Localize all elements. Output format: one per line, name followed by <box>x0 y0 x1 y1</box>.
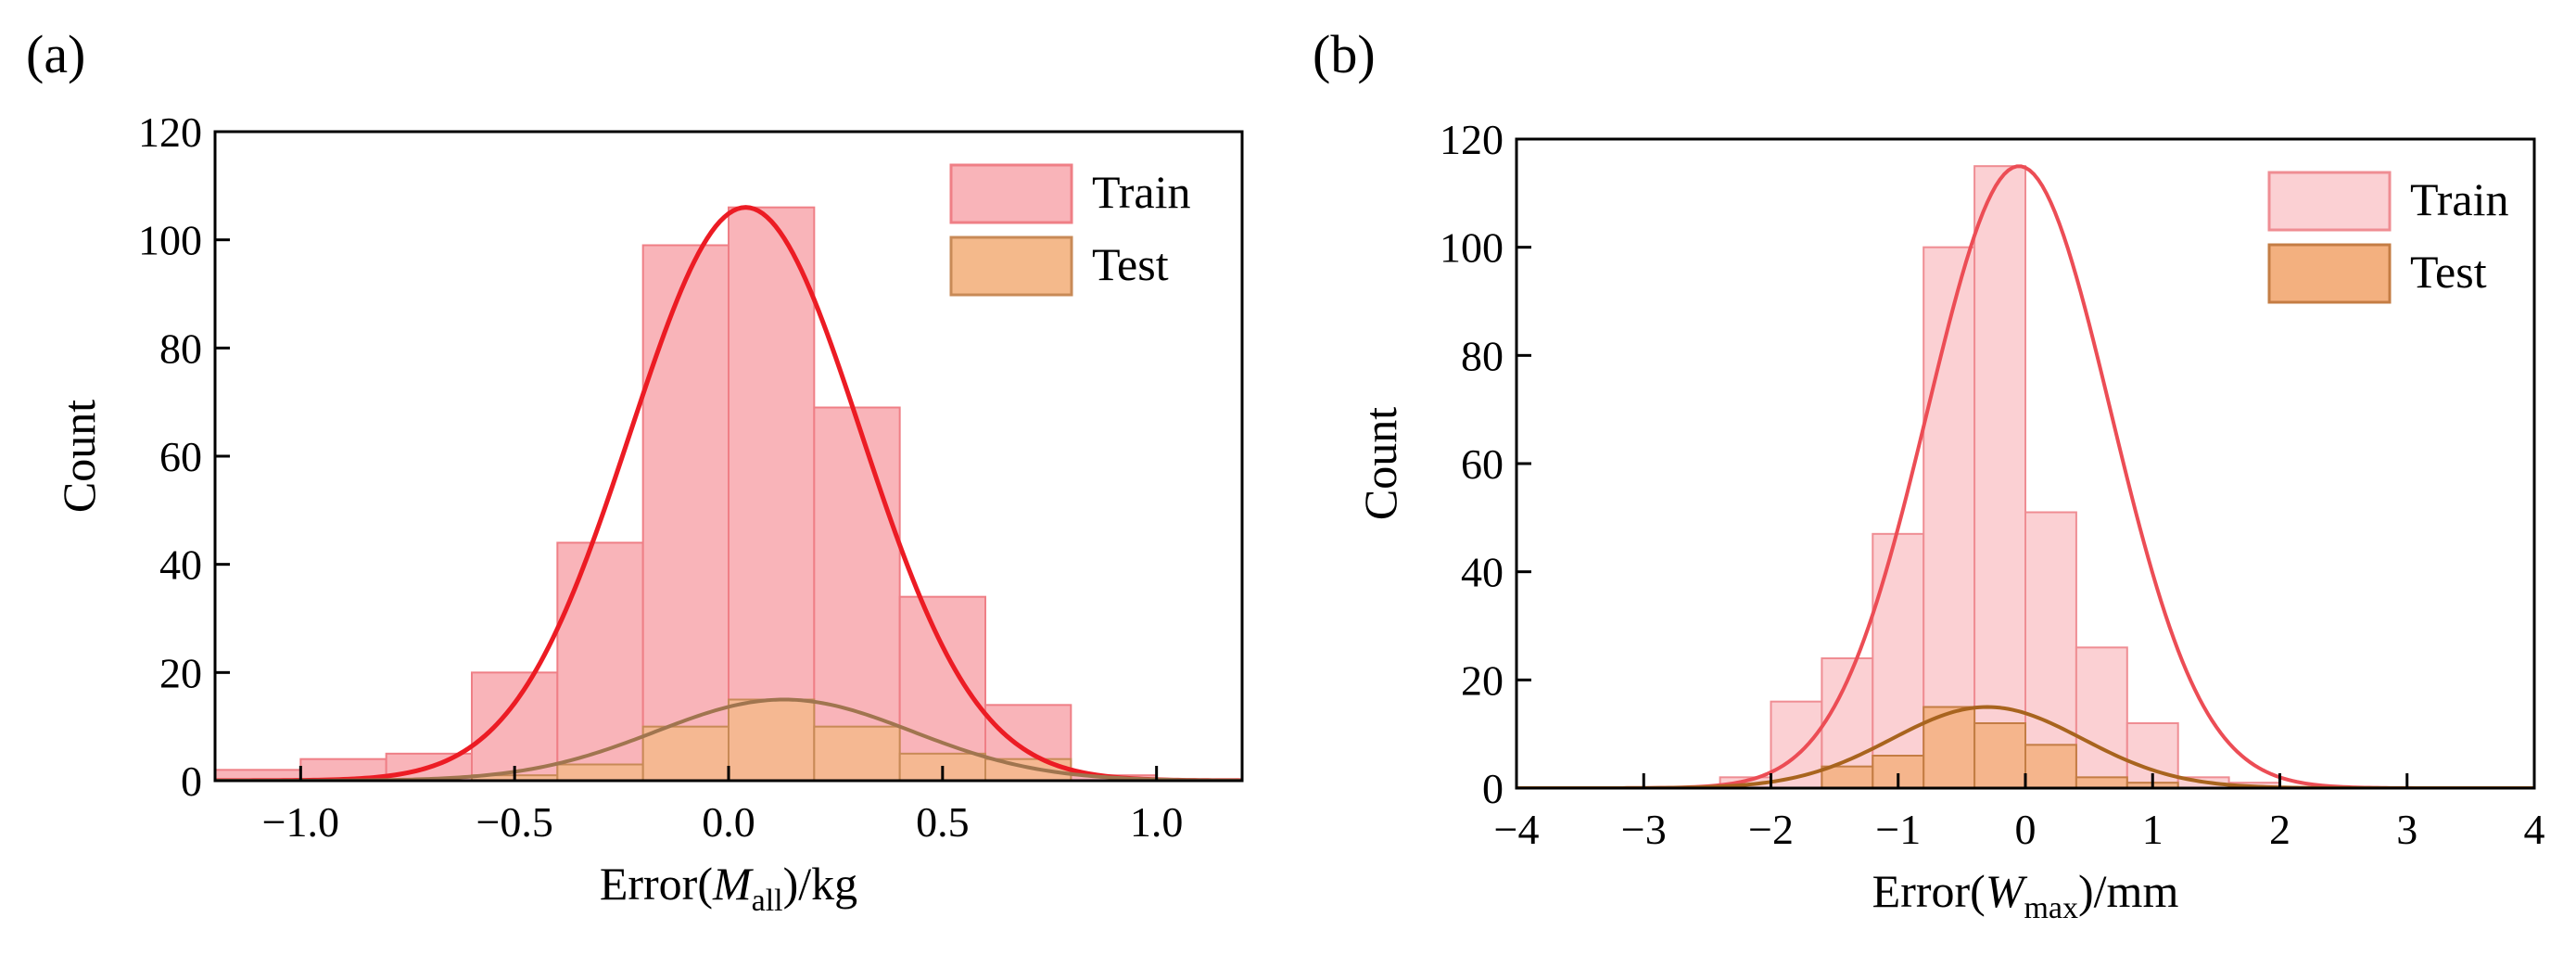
legend: Train Test <box>949 163 1191 297</box>
bar-test-5 <box>2075 776 2128 788</box>
series-train-bars <box>1719 165 2281 788</box>
bar-train-5 <box>1973 165 2026 788</box>
panel-label: (b) <box>1313 24 1376 84</box>
histogram-chart-a: (a) −1.0 −0.5 0.0 0.5 1.0 0 20 40 60 80 100 120 Count… <box>26 24 1244 918</box>
x-axis-label-var: M <box>712 858 754 910</box>
y-tick-label-3: 60 <box>1461 440 1504 488</box>
legend-label-test: Test <box>2410 246 2487 298</box>
y-tick-label-6: 120 <box>1440 116 1504 163</box>
legend-swatch-test <box>949 236 1073 297</box>
x-tick-label-2: −2 <box>1748 806 1794 853</box>
x-tick-label-0: −4 <box>1494 806 1540 853</box>
x-tick-label-3: −1 <box>1875 806 1921 853</box>
bar-train-7 <box>2075 646 2128 788</box>
bar-train-8 <box>898 595 987 781</box>
x-axis-label-var: W <box>1986 865 2028 917</box>
bar-test-3 <box>1973 722 2026 788</box>
x-axis-label-sub: max <box>2024 891 2078 925</box>
bar-test-2 <box>641 725 730 781</box>
legend-label-train: Train <box>2410 173 2509 225</box>
x-tick-label-3: 0.5 <box>916 798 970 846</box>
x-tick-label-1: −0.5 <box>476 798 552 846</box>
legend-label-train: Train <box>1092 166 1191 218</box>
x-axis-label: Error(Wmax)/mm <box>1872 865 2179 925</box>
fit-curve-train <box>215 205 1242 781</box>
y-tick-label-4: 80 <box>1461 332 1504 379</box>
panel-label: (a) <box>26 24 85 84</box>
chart-panel-a: (a) −1.0 −0.5 0.0 0.5 1.0 0 20 40 60 80 100 120 Count… <box>26 24 1244 918</box>
bar-train-3 <box>471 671 559 781</box>
bar-test-1 <box>556 763 644 781</box>
x-tick-label-8: 4 <box>2524 806 2545 853</box>
bar-train-1 <box>1770 700 1823 788</box>
series-test-bars <box>1821 706 2179 788</box>
y-tick-label-6: 120 <box>138 108 202 156</box>
x-tick-label-4: 0 <box>2015 806 2037 853</box>
x-tick-label-7: 3 <box>2396 806 2417 853</box>
bar-test-4 <box>813 725 901 781</box>
x-axis-label-suffix: )/kg <box>783 858 858 910</box>
chart-panel-b: (b) −4 −3 −2 −1 0 1 2 3 4 0 20 40 60 80 100 120 Count Erro… <box>1288 0 2576 955</box>
bar-test-4 <box>2024 744 2077 788</box>
x-axis-label-prefix: Error( <box>600 858 713 910</box>
y-tick-label-0: 0 <box>1482 765 1504 812</box>
x-tick-label-6: 2 <box>2269 806 2290 853</box>
bar-test-2 <box>1922 706 1976 788</box>
x-axis-label: Error(Mall)/kg <box>600 858 857 918</box>
y-tick-label-3: 60 <box>159 433 202 480</box>
bar-train-5 <box>641 244 730 781</box>
bar-train-6 <box>2024 511 2077 788</box>
y-axis-label: Count <box>1354 407 1406 520</box>
bar-test-3 <box>728 698 816 781</box>
y-tick-label-4: 80 <box>159 325 202 372</box>
y-tick-label-0: 0 <box>181 758 202 805</box>
bar-train-7 <box>813 406 901 781</box>
bar-train-6 <box>728 206 816 781</box>
x-tick-label-1: −3 <box>1621 806 1667 853</box>
y-tick-label-5: 100 <box>1440 224 1504 272</box>
bar-test-0 <box>1821 765 1874 788</box>
y-tick-label-2: 40 <box>1461 549 1504 596</box>
bar-train-4 <box>556 541 644 781</box>
y-tick-label-2: 40 <box>159 541 202 589</box>
x-tick-label-4: 1.0 <box>1130 798 1184 846</box>
x-axis-label-sub: all <box>752 884 783 918</box>
legend-label-test: Test <box>1092 238 1169 290</box>
series-train-bars <box>215 206 1158 781</box>
legend-swatch-train <box>949 163 1073 224</box>
x-tick-label-0: −1.0 <box>262 798 339 846</box>
y-tick-label-5: 100 <box>138 217 202 264</box>
histogram-chart-b: (b)−4 −3 −2 −1 0 1 2 3 4020406080100120CountErro… <box>1313 24 2545 925</box>
x-tick-label-5: 1 <box>2142 806 2164 853</box>
plot-area <box>215 205 1242 781</box>
y-tick-label-1: 20 <box>1461 656 1504 704</box>
y-tick-label-1: 20 <box>159 649 202 696</box>
y-axis-label: Count <box>53 400 105 513</box>
x-axis-label-prefix: Error( <box>1872 865 1986 917</box>
legend: Train Test <box>2267 171 2509 304</box>
bar-train-3 <box>1872 532 1925 788</box>
x-axis-label-suffix: )/mm <box>2078 865 2178 917</box>
x-tick-label-2: 0.0 <box>702 798 755 846</box>
legend-swatch-train <box>2267 171 2392 232</box>
legend-swatch-test <box>2267 243 2392 304</box>
